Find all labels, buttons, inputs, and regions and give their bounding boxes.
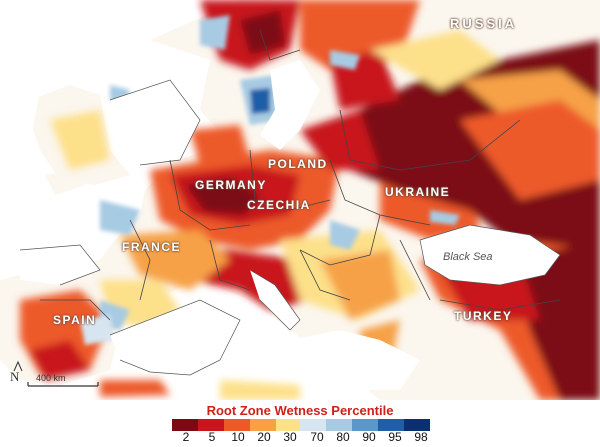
legend-tick-5: 5 xyxy=(208,430,216,444)
legend-wet-swatch-1 xyxy=(326,419,352,431)
label-czechia: CZECHIA xyxy=(247,198,311,212)
label-russia: RUSSIA xyxy=(450,16,518,31)
country-borders xyxy=(40,29,561,321)
black-sea xyxy=(420,225,560,285)
legend-tick-95: 95 xyxy=(388,430,402,444)
legend-wet-swatch-3 xyxy=(378,419,404,431)
mediterranean-west xyxy=(110,300,240,375)
legend-tick-20: 20 xyxy=(257,430,271,444)
legend-wet-swatch-0 xyxy=(300,419,326,431)
legend: Root Zone Wetness Percentile 2 5 10 20 3… xyxy=(0,400,600,447)
scale-bar-label: 400 km xyxy=(36,373,66,383)
label-spain: SPAIN xyxy=(53,313,97,327)
drought-map: N 400 km RUSSIA POLAND GERMANY UKRAINE C… xyxy=(0,0,600,400)
label-turkey: TURKEY xyxy=(454,309,513,323)
legend-dry-bar xyxy=(172,418,304,431)
scale-bar: 400 km xyxy=(27,373,99,387)
label-black-sea: Black Sea xyxy=(443,251,493,263)
north-arrow-label: N xyxy=(10,369,20,384)
legend-ticks: 2 5 10 20 30 70 80 90 95 98 xyxy=(0,430,600,447)
legend-dry-swatch-0 xyxy=(172,419,198,431)
legend-tick-30: 30 xyxy=(283,430,297,444)
britain-ireland xyxy=(45,170,85,195)
label-france: FRANCE xyxy=(122,240,181,254)
legend-dry-swatch-1 xyxy=(198,419,224,431)
north-sea xyxy=(110,80,200,165)
legend-wet-bar xyxy=(300,418,432,431)
wetness-patches xyxy=(80,15,460,345)
legend-wet-swatch-4 xyxy=(404,419,430,431)
baltic xyxy=(260,60,320,150)
adriatic xyxy=(250,270,300,330)
legend-dry-swatch-4 xyxy=(276,419,302,431)
legend-tick-10: 10 xyxy=(231,430,245,444)
legend-tick-2: 2 xyxy=(182,430,190,444)
bay-of-biscay xyxy=(20,245,100,285)
legend-dry-swatch-3 xyxy=(250,419,276,431)
dryness-patches xyxy=(20,0,600,400)
north-arrow: N xyxy=(10,360,23,384)
coastlines xyxy=(19,79,561,376)
atlantic xyxy=(0,0,150,250)
legend-title: Root Zone Wetness Percentile xyxy=(206,403,394,418)
label-poland: POLAND xyxy=(268,157,328,171)
map-svg: N 400 km xyxy=(0,0,600,400)
legend-tick-90: 90 xyxy=(362,430,376,444)
legend-tick-70: 70 xyxy=(310,430,324,444)
legend-wet-swatch-2 xyxy=(352,419,378,431)
legend-tick-98: 98 xyxy=(414,430,428,444)
label-ukraine: UKRAINE xyxy=(385,185,451,199)
legend-tick-80: 80 xyxy=(336,430,350,444)
ionian-aegean xyxy=(290,330,420,390)
legend-dry-swatch-2 xyxy=(224,419,250,431)
label-germany: GERMANY xyxy=(195,178,267,192)
seas xyxy=(0,0,560,390)
